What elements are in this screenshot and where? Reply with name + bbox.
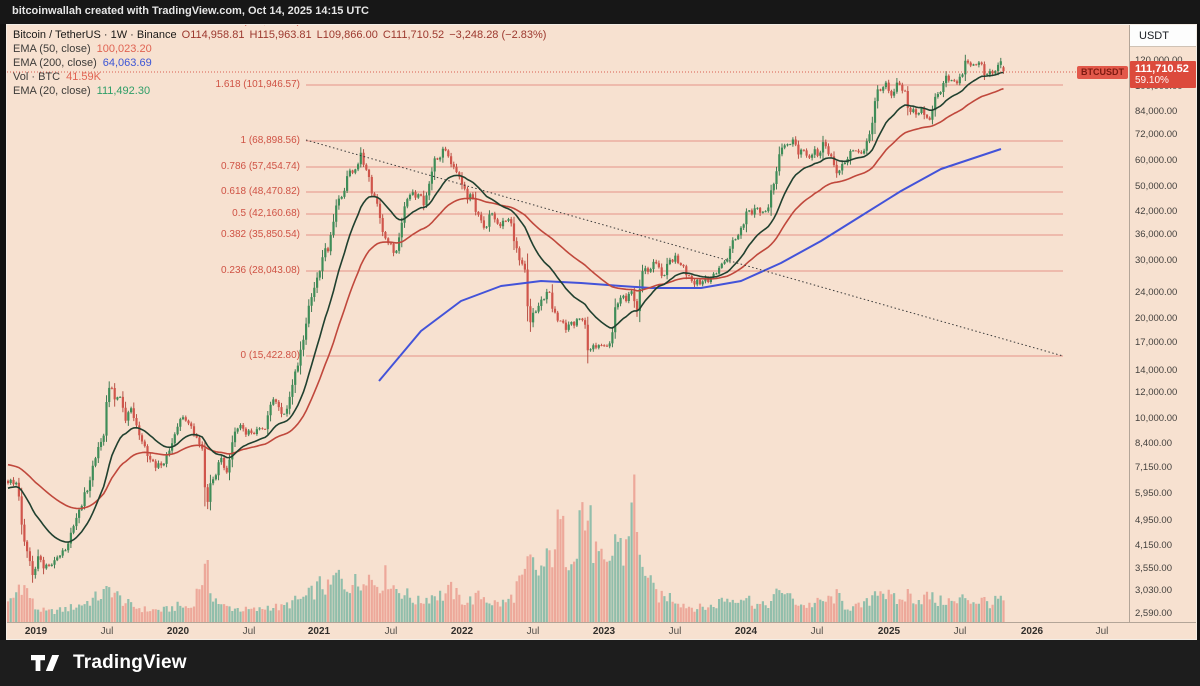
fib-level-label: 0.236 (28,043.08) [221,265,300,276]
ema-20-line [7,71,1004,543]
tradingview-logo-icon[interactable] [30,650,64,676]
fib-level-label: 0.786 (57,454.74) [221,161,300,172]
volume-bars-down [7,474,1005,622]
time-axis-label: Jul [100,626,114,637]
price-axis-label: 2,590.00 [1135,608,1172,619]
price-chart-canvas[interactable] [7,25,1129,622]
time-axis-label: Jul [953,626,967,637]
currency-toggle-button[interactable]: USDT [1130,25,1196,47]
time-axis[interactable]: 2019 Jul 2020 Jul 2021 Jul 2022 Jul 2023 Jul 2024 J… [7,622,1196,639]
time-axis-label: 2026 [1020,626,1044,637]
price-axis-label: 120,000.00 [1135,56,1183,66]
ema-50-line [7,87,1004,510]
fib-level-label: 0.618 (48,470.82) [221,186,300,197]
price-axis-label: 3,550.00 [1135,563,1172,574]
price-axis-label: 17,000.00 [1135,337,1178,348]
time-axis-label: Jul [810,626,824,637]
time-axis-label: Jul [1095,626,1109,637]
price-axis-label: 3,030.00 [1135,585,1172,596]
symbol-row[interactable]: Bitcoin / TetherUS · 1W · Binance O114,95… [13,28,546,42]
price-axis-label: 24,000.00 [1135,287,1178,298]
time-axis-label: 2020 [166,626,190,637]
fib-level-label: 1 (68,898.56) [240,135,301,146]
price-axis[interactable]: USDT 120,000.00100,000.0084,000.0072,000… [1129,25,1196,622]
price-axis-label: 30,000.00 [1135,255,1178,266]
ohlc-value: C111,710.52 [382,29,445,41]
indicator-row[interactable]: EMA (20, close) 111,492.30 [13,84,546,98]
ohlc-value: O114,958.81 [181,29,245,41]
time-axis-label: 2025 [877,626,901,637]
candle-wicks-up [10,54,1002,579]
price-axis-label: 14,000.00 [1135,365,1178,376]
time-axis-label: Jul [384,626,398,637]
ohlc-value: H115,963.81 [249,29,312,41]
price-axis-label: 36,000.00 [1135,229,1178,240]
symbol-title[interactable]: Bitcoin / TetherUS · 1W · Binance [13,29,177,41]
price-axis-label: 50,000.00 [1135,181,1178,192]
volume-bars-up [9,502,1002,622]
attribution-bar: bitcoinwallah created with TradingView.c… [0,0,1200,24]
price-axis-label: 7,150.00 [1135,462,1172,473]
price-axis-label: 5,950.00 [1135,488,1172,499]
indicator-label: EMA (200, close) [13,57,97,69]
time-axis-label: 2024 [734,626,758,637]
price-axis-label: 12,000.00 [1135,387,1178,398]
chart-plot-area[interactable]: 2.618 (155,422.34) 1.618 (101,946.57) 1 (6… [7,25,1129,622]
ohlc-value: L109,866.00 [316,29,378,41]
descending-trendline [305,139,1064,357]
price-axis-label: 10,000.00 [1135,413,1178,424]
price-axis-label: 60,000.00 [1135,155,1178,166]
time-axis-label: Jul [668,626,682,637]
symbol-price-flag: BTCUSDT [1077,66,1128,79]
price-axis-label: 84,000.00 [1135,106,1178,117]
time-axis-label: 2022 [450,626,474,637]
time-axis-label: Jul [242,626,256,637]
indicator-value: 100,023.20 [96,43,152,55]
time-axis-label: 2021 [307,626,331,637]
indicator-value: 64,063.69 [102,57,152,69]
indicator-row[interactable]: Vol · BTC 41.59K [13,70,546,84]
last-price-badge: 111,710.52 59.10% [1130,61,1196,88]
fib-level-label: 0 (15,422.80) [240,350,301,361]
indicator-label: Vol · BTC [13,71,61,83]
ohlc-values: O114,958.81 H115,963.81 L109,866.00 C111,71… [177,29,547,41]
tradingview-logo-text[interactable]: TradingView [73,652,187,673]
price-axis-label: 4,950.00 [1135,515,1172,526]
attribution-text: bitcoinwallah created with TradingView.c… [12,5,370,17]
last-price-value: 111,710.52 [1135,63,1189,75]
indicator-value: 41.59K [66,71,101,83]
ema-200-line [378,148,1002,382]
price-axis-label: 20,000.00 [1135,313,1178,324]
price-axis-label: 42,000.00 [1135,206,1178,217]
ohlc-value: −3,248.28 (−2.83%) [449,29,547,41]
time-axis-label: 2019 [24,626,48,637]
fib-level-label: 0.382 (35,850.54) [221,229,300,240]
time-axis-label: Jul [526,626,540,637]
price-axis-label: 8,400.00 [1135,438,1172,449]
time-axis-label: 2023 [592,626,616,637]
legend: Bitcoin / TetherUS · 1W · Binance O114,95… [13,28,546,98]
last-price-percent: 59.10% [1135,75,1169,86]
indicator-value: 111,492.30 [96,85,151,97]
fib-level-label: 1.618 (101,946.57) [215,79,300,90]
indicator-label: EMA (20, close) [13,85,91,97]
price-axis-label: 72,000.00 [1135,129,1178,140]
chart-panel: 2.618 (155,422.34) 1.618 (101,946.57) 1 (6… [6,24,1197,640]
fib-level-label: 2.618 (155,422.34) [7,25,300,28]
indicator-row[interactable]: EMA (50, close) 100,023.20 [13,42,546,56]
footer-bar: TradingView [0,640,1200,686]
indicator-row[interactable]: EMA (200, close) 64,063.69 [13,56,546,70]
indicator-label: EMA (50, close) [13,43,91,55]
fib-level-label: 0.5 (42,160.68) [232,208,300,219]
price-axis-label: 4,150.00 [1135,540,1172,551]
